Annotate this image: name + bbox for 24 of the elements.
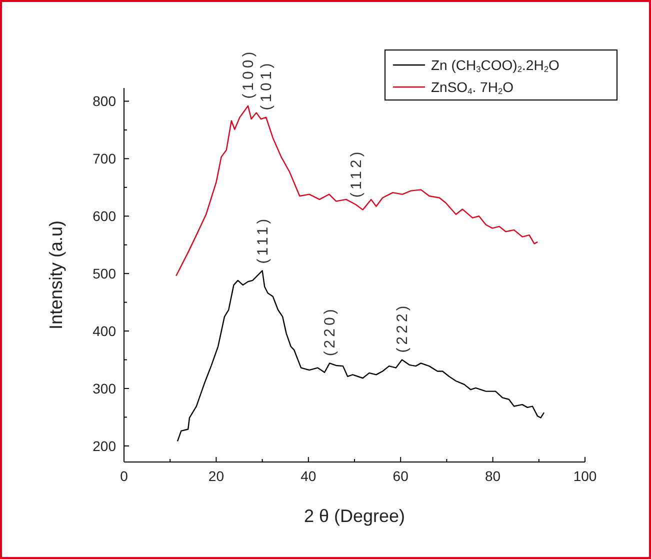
- annotation: (101): [258, 60, 275, 110]
- y-tick-label: 300: [92, 380, 116, 396]
- x-tick-label: 20: [208, 468, 224, 484]
- x-tick-label: 0: [120, 468, 128, 484]
- x-tick-label: 80: [485, 468, 501, 484]
- annotation: (220): [322, 306, 339, 356]
- y-axis-title: Intensity (a.u): [46, 220, 66, 330]
- y-tick-label: 200: [92, 438, 116, 454]
- y-tick-label: 600: [92, 208, 116, 224]
- annotation: (222): [394, 302, 411, 353]
- y-tick-label: 500: [92, 265, 116, 282]
- y-tick-label: 400: [92, 322, 116, 339]
- annotation: (112): [348, 148, 365, 198]
- annotation: (100): [240, 48, 258, 99]
- x-axis-title: 2 θ (Degree): [304, 506, 406, 526]
- x-tick-label: 60: [392, 468, 409, 484]
- annotation: (111): [254, 216, 272, 264]
- y-tick-label: 800: [92, 93, 116, 110]
- y-tick-label: 700: [92, 150, 116, 167]
- line-series: [176, 270, 545, 442]
- legend-label: ZnSO$_{4}$. 7H$_{2}$O: [431, 78, 514, 96]
- legend-label: Zn (CH$_{3}$COO)$_{2}$.2H$_{2}$O: [431, 56, 560, 74]
- x-tick-label: 100: [573, 468, 597, 484]
- x-tick-label: 40: [300, 468, 316, 484]
